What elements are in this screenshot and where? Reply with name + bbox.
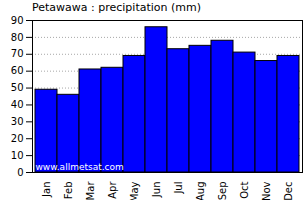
svg-text:Jul: Jul xyxy=(173,182,184,195)
svg-text:70: 70 xyxy=(11,48,24,59)
svg-text:Aug: Aug xyxy=(195,182,206,200)
svg-text:0: 0 xyxy=(17,167,23,178)
svg-text:30: 30 xyxy=(11,116,24,127)
svg-text:Mar: Mar xyxy=(85,181,96,200)
svg-text:80: 80 xyxy=(11,32,24,43)
svg-text:Jan: Jan xyxy=(41,182,52,198)
svg-text:Nov: Nov xyxy=(261,181,272,200)
svg-text:40: 40 xyxy=(11,99,24,110)
svg-text:20: 20 xyxy=(11,133,24,144)
svg-text:Jun: Jun xyxy=(151,182,162,199)
svg-text:90: 90 xyxy=(11,16,24,26)
svg-text:Feb: Feb xyxy=(63,182,74,200)
svg-text:Oct: Oct xyxy=(239,181,250,198)
svg-text:50: 50 xyxy=(11,82,24,93)
svg-text:Apr: Apr xyxy=(107,181,118,199)
svg-text:Dec: Dec xyxy=(283,182,294,200)
svg-text:www.allmetsat.com: www.allmetsat.com xyxy=(36,162,124,172)
svg-text:May: May xyxy=(129,181,140,200)
svg-text:10: 10 xyxy=(11,150,24,161)
svg-text:60: 60 xyxy=(11,65,24,76)
html-text:Petawawa : precipitation (mm): Petawawa : precipitation (mm) xyxy=(32,1,201,14)
svg-text:Sep: Sep xyxy=(217,182,228,200)
